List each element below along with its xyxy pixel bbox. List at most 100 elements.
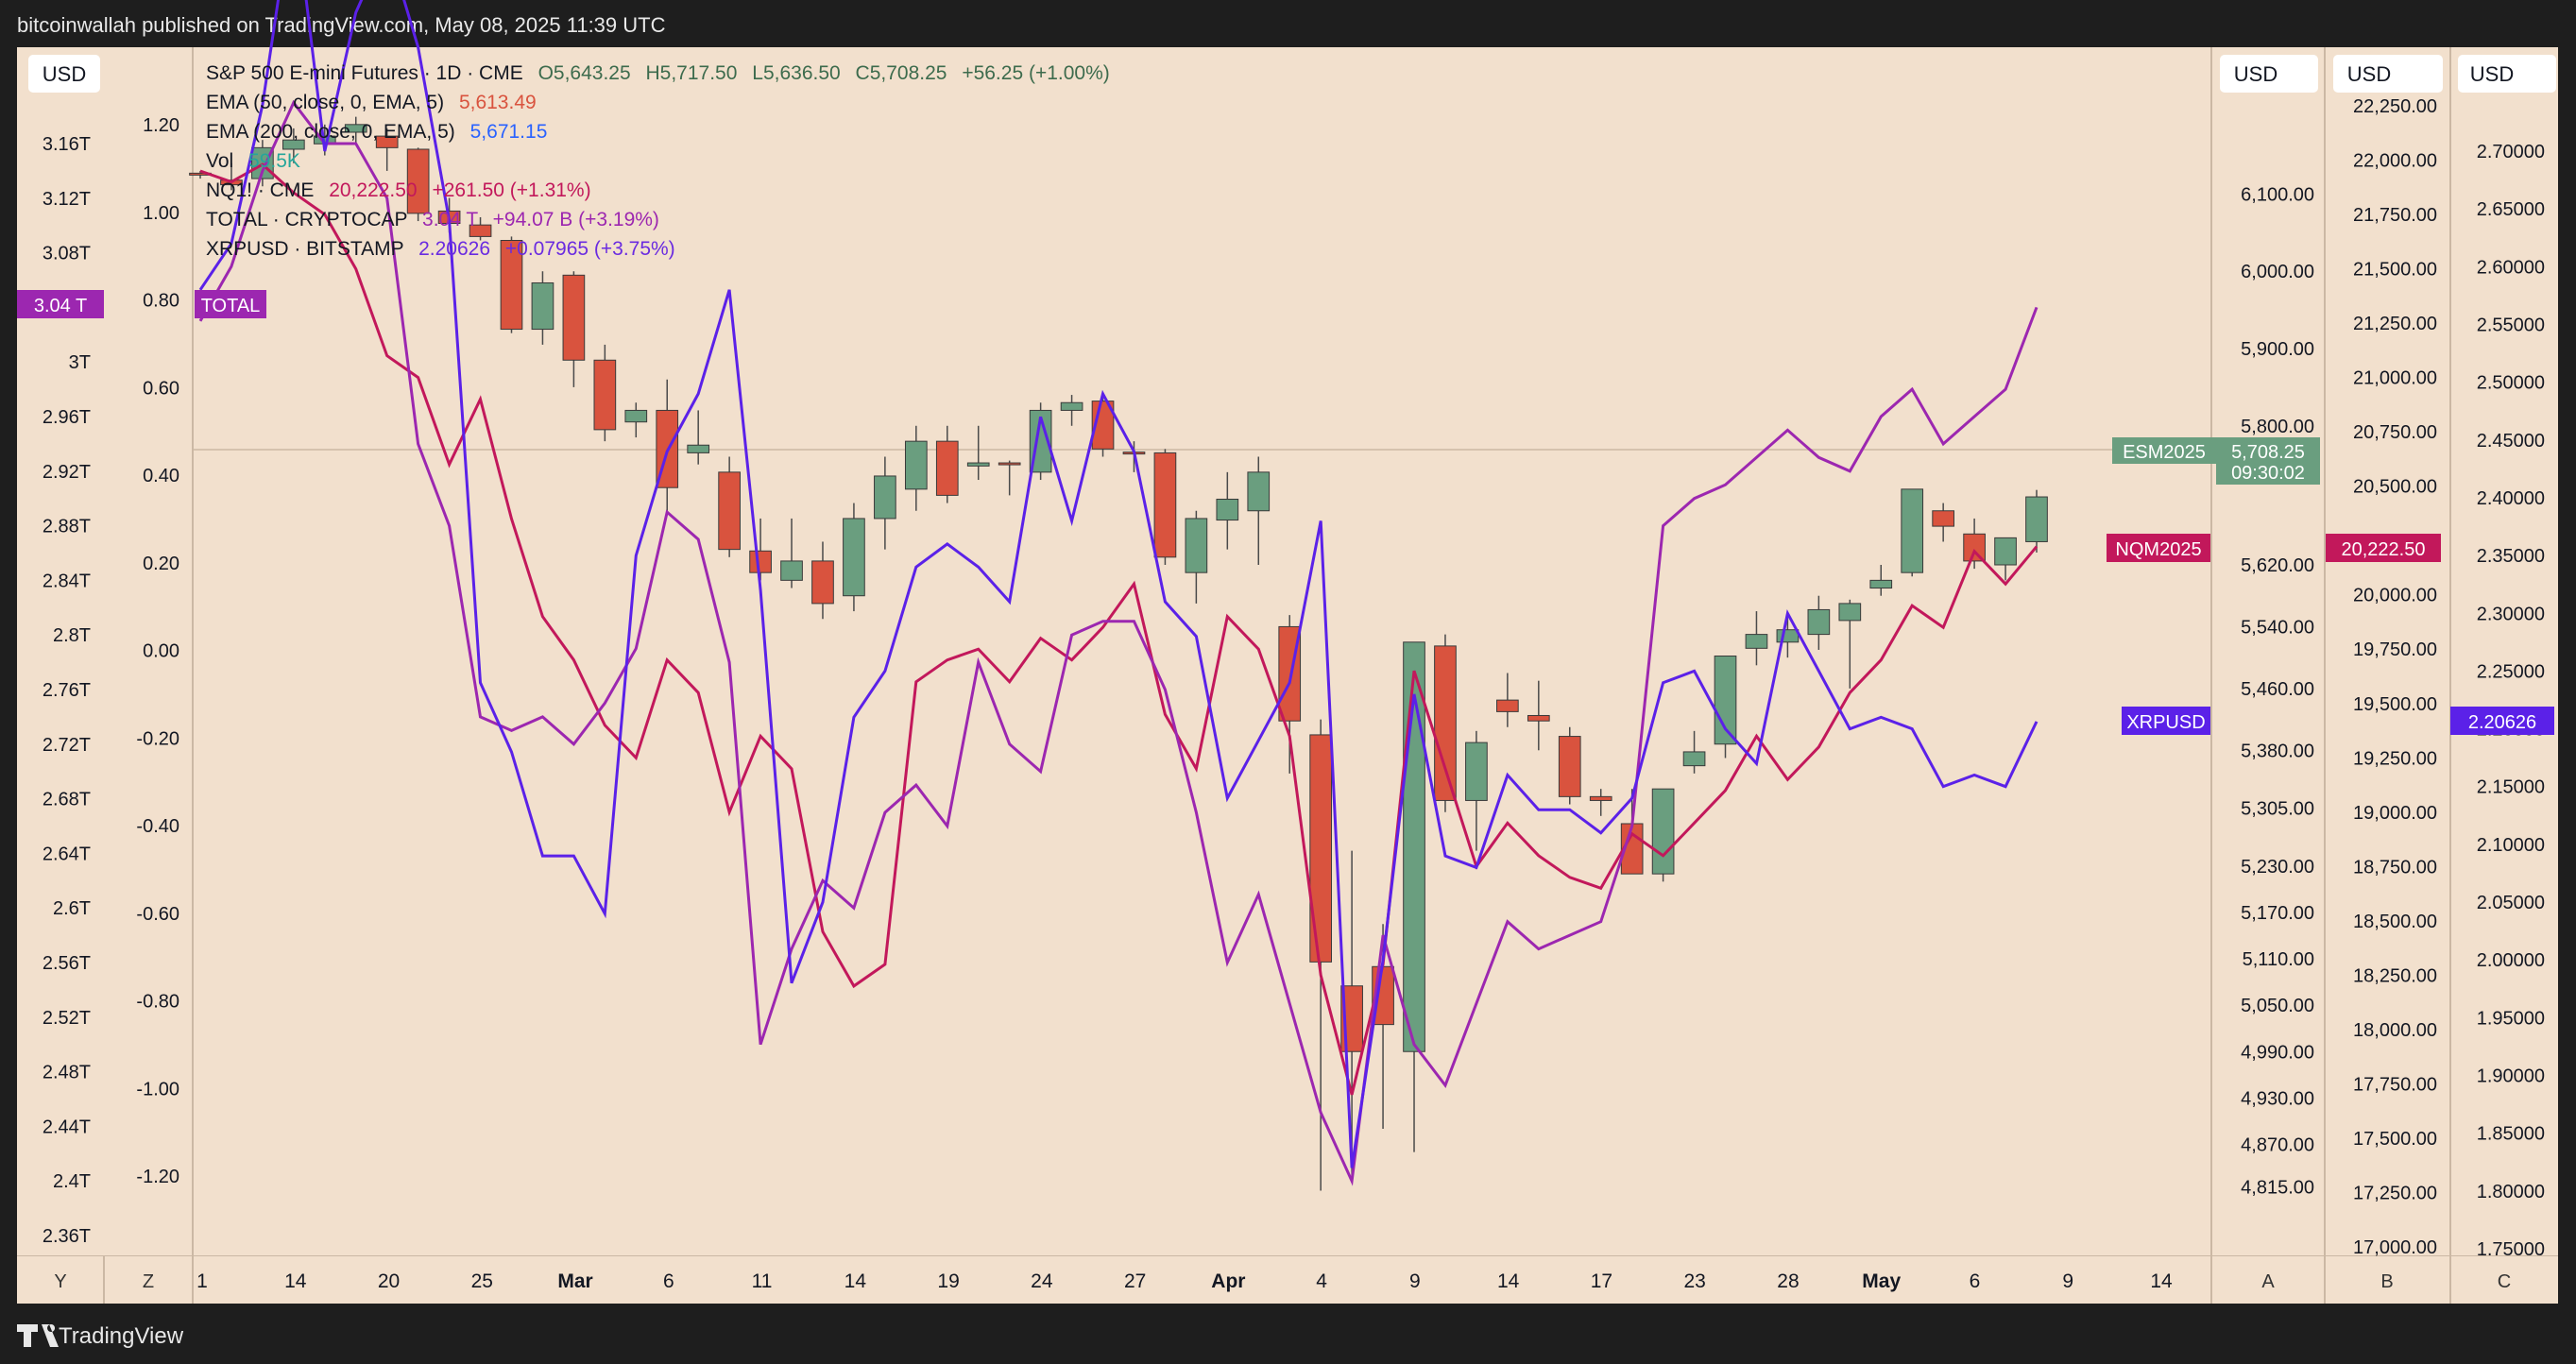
axis-left-tick: 3.12T: [43, 189, 91, 210]
axis-xrp-tick: 2.25000: [2477, 661, 2545, 682]
svg-text:2.20626: 2.20626: [2468, 712, 2536, 733]
axis-left-tick: 2.68T: [43, 790, 91, 810]
axis-nq-tick: 18,250.00: [2353, 965, 2437, 986]
axis-xrp-tick: 2.45000: [2477, 431, 2545, 452]
nq-price-axis[interactable]: 22,250.00 22,000.00 21,750.00 21,500.00 21,2…: [2353, 96, 2437, 1258]
axis-xrp-tick: 1.75000: [2477, 1239, 2545, 1260]
axis-inner-tick: 0.60: [143, 378, 179, 399]
axis-nq-tick: 21,750.00: [2353, 205, 2437, 226]
es-price-axis[interactable]: 6,100.00 6,000.00 5,900.00 5,800.00 5,620.00…: [2241, 184, 2314, 1198]
scale-button-z[interactable]: Z: [143, 1271, 154, 1292]
legend-nq: NQ1! · CME 20,222.50 +261.50 (+1.31%): [206, 179, 591, 201]
candle-body: [406, 148, 430, 214]
axis-left-tick: 2.6T: [53, 898, 91, 919]
scale-button-y[interactable]: Y: [54, 1271, 66, 1292]
nq-line: [199, 162, 2039, 1096]
candle-body: [593, 359, 617, 431]
candle-body: [874, 475, 896, 520]
candle-body: [966, 462, 990, 467]
currency-button-left[interactable]: USD: [28, 55, 100, 93]
svg-text:5,708.25: 5,708.25: [2231, 442, 2305, 463]
axis-xrp-tick: 1.90000: [2477, 1066, 2545, 1087]
candle-body: [1682, 751, 1706, 767]
candle-body: [1932, 510, 1954, 527]
axis-es-tick: 5,460.00: [2241, 679, 2314, 700]
candle-body: [1963, 533, 1986, 562]
candle-body: [1060, 401, 1083, 411]
axis-xrp-tick: 1.80000: [2477, 1182, 2545, 1202]
candle-body: [843, 518, 865, 597]
candle-body: [1465, 742, 1488, 801]
total-axis[interactable]: 3.16T 3.12T 3.08T 3T 2.96T 2.92T 2.88T 2.84T 2.8…: [43, 134, 91, 1247]
axis-inner-tick: 1.20: [143, 115, 179, 136]
total-left-label: 3.04 T: [17, 290, 104, 318]
candle-body: [1309, 734, 1333, 963]
total-tag-label: TOTAL: [195, 290, 266, 318]
svg-text:XRPUSD: XRPUSD: [2126, 712, 2205, 733]
axis-nq-tick: 18,000.00: [2353, 1020, 2437, 1041]
candle-body: [344, 124, 367, 133]
axis-xrp-tick: 2.35000: [2477, 546, 2545, 567]
legend-ema50: EMA (50, close, 0, EMA, 5) 5,613.49: [206, 92, 537, 113]
svg-text:20,222.50: 20,222.50: [2342, 539, 2426, 560]
time-axis-tick: 14: [844, 1270, 867, 1292]
time-axis-tick: 11: [752, 1270, 773, 1292]
time-axis-tick: 25: [471, 1270, 493, 1292]
scale-button-c[interactable]: C: [2498, 1271, 2511, 1292]
axis-xrp-tick: 2.40000: [2477, 488, 2545, 509]
candle-body: [1994, 537, 2017, 566]
axis-inner-tick: -1.00: [136, 1079, 179, 1100]
scale-button-a[interactable]: A: [2261, 1271, 2275, 1292]
xrp-line: [198, 0, 2039, 1168]
axis-es-tick: 5,305.00: [2241, 799, 2314, 820]
time-axis-tick: 9: [2062, 1270, 2073, 1292]
axis-nq-tick: 20,000.00: [2353, 586, 2437, 606]
tv-logo-icon: [17, 1324, 59, 1347]
candle-body: [1558, 736, 1581, 797]
axis-left-tick: 3.16T: [43, 134, 91, 155]
candle-body: [1216, 498, 1239, 521]
esm-label: ESM2025 5,708.25 09:30:02: [2112, 437, 2320, 485]
axis-es-tick: 6,100.00: [2241, 184, 2314, 205]
svg-text:NQM2025: NQM2025: [2115, 539, 2201, 560]
currency-button-es[interactable]: USD: [2220, 55, 2318, 93]
axis-nq-tick: 18,750.00: [2353, 857, 2437, 878]
candle-body: [2025, 496, 2048, 542]
tradingview-logo[interactable]: TradingView: [17, 1323, 184, 1349]
time-axis[interactable]: 1 14 20 25 Mar 6 11 14 19 24 27 Apr 4 9 14 17 23 28 May 6 9 1…: [196, 1270, 2173, 1292]
axis-es-tick: 5,110.00: [2243, 949, 2314, 970]
time-axis-tick: Apr: [1211, 1270, 1245, 1292]
axis-inner-tick: -0.60: [136, 904, 179, 925]
time-axis-bar: [17, 1256, 2558, 1304]
currency-button-nq[interactable]: USD: [2333, 55, 2443, 93]
candle-body: [998, 462, 1021, 466]
axis-xrp-tick: 2.50000: [2477, 373, 2545, 394]
svg-text:09:30:02: 09:30:02: [2231, 463, 2305, 484]
axis-xrp-tick: 2.60000: [2477, 257, 2545, 278]
axis-left-tick: 2.48T: [43, 1063, 91, 1083]
axis-es-tick: 5,540.00: [2241, 617, 2314, 638]
time-axis-tick: 6: [663, 1270, 674, 1292]
candle-body: [531, 281, 554, 331]
candle-body: [1838, 603, 1862, 622]
candle-body: [1185, 518, 1208, 573]
axis-xrp-tick: 2.65000: [2477, 199, 2545, 220]
candle-body: [1714, 656, 1737, 745]
candle-body: [749, 550, 772, 573]
candle-body: [1901, 488, 1924, 573]
svg-text:USD: USD: [2470, 62, 2514, 86]
time-axis-tick: 1: [196, 1270, 208, 1292]
axis-inner-tick: 1.00: [143, 203, 179, 224]
axis-left-tick: 2.92T: [43, 462, 91, 483]
axis-xrp-tick: 2.10000: [2477, 835, 2545, 856]
candle-body: [1776, 629, 1800, 643]
candle-body: [500, 240, 523, 331]
currency-button-xrp[interactable]: USD: [2458, 55, 2556, 93]
axis-left-tick: 2.4T: [53, 1171, 91, 1192]
candle-body: [1589, 795, 1612, 801]
scale-button-b[interactable]: B: [2380, 1271, 2393, 1292]
candle-body: [780, 560, 803, 581]
candle-body: [935, 440, 959, 496]
candle-body: [1527, 714, 1550, 722]
